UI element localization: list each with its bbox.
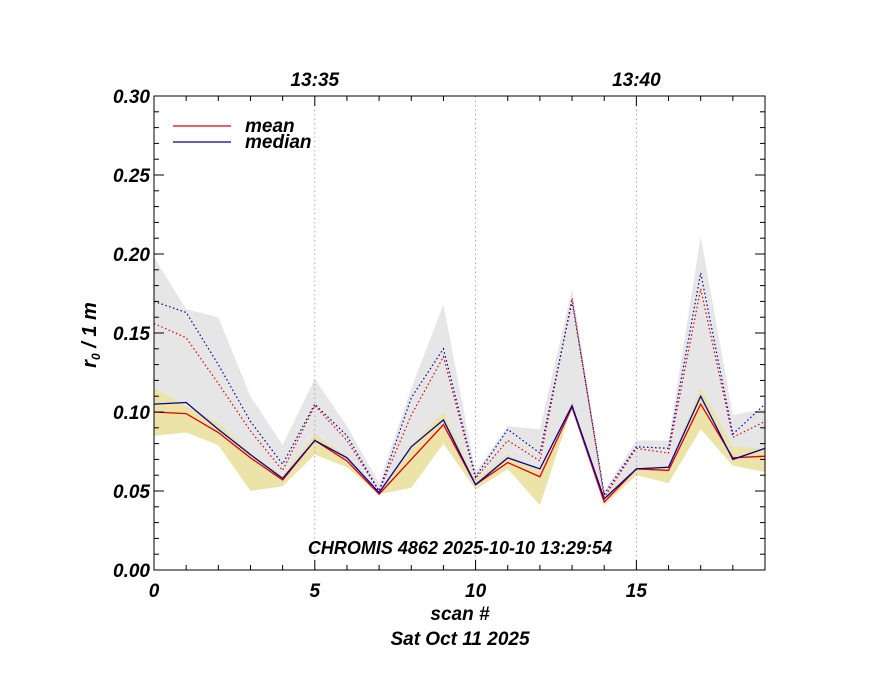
top-tick-label: 13:35	[290, 70, 339, 91]
series-line-median-upper	[153, 272, 766, 496]
series-line-mean-upper	[153, 288, 766, 499]
series-line-median	[153, 394, 766, 501]
x-tick-label: 5	[310, 581, 321, 602]
top-tick-label: 13:40	[612, 70, 661, 91]
x-axis-date-label: Sat Oct 11 2025	[390, 629, 530, 650]
chart-title: CHROMIS 4862 2025-10-10 13:29:54	[308, 538, 612, 558]
legend-label-mean: mean	[245, 116, 295, 137]
series-line-mean	[153, 402, 766, 504]
plot-frame	[153, 95, 766, 571]
y-axis-label: r0 / 1 m	[79, 302, 103, 368]
y-tick-label: 0.25	[113, 166, 150, 187]
vertical-grid	[314, 96, 637, 570]
band-upper-range	[154, 236, 765, 499]
x-tick-label: 0	[149, 581, 160, 602]
legend-label-median: median	[245, 132, 312, 153]
band-lower-range	[154, 388, 765, 506]
y-tick-label: 0.00	[113, 561, 150, 582]
x-tick-label: 10	[465, 581, 487, 602]
x-axis-label: scan #	[430, 604, 490, 625]
y-tick-label: 0.05	[113, 482, 150, 503]
tick-labels: 0.00 0.05 0.10 0.15 0.20 0.25 0.30 0 5 10 15 13:35 1…	[113, 70, 661, 602]
y-tick-label: 0.15	[113, 324, 150, 345]
y-tick-label: 0.30	[113, 87, 150, 108]
y-tick-label: 0.20	[113, 245, 150, 266]
range-bands	[154, 236, 765, 506]
axis-ticks	[153, 95, 766, 571]
series-lines	[153, 272, 766, 504]
y-tick-label: 0.10	[113, 403, 150, 424]
x-tick-label: 15	[626, 581, 648, 602]
